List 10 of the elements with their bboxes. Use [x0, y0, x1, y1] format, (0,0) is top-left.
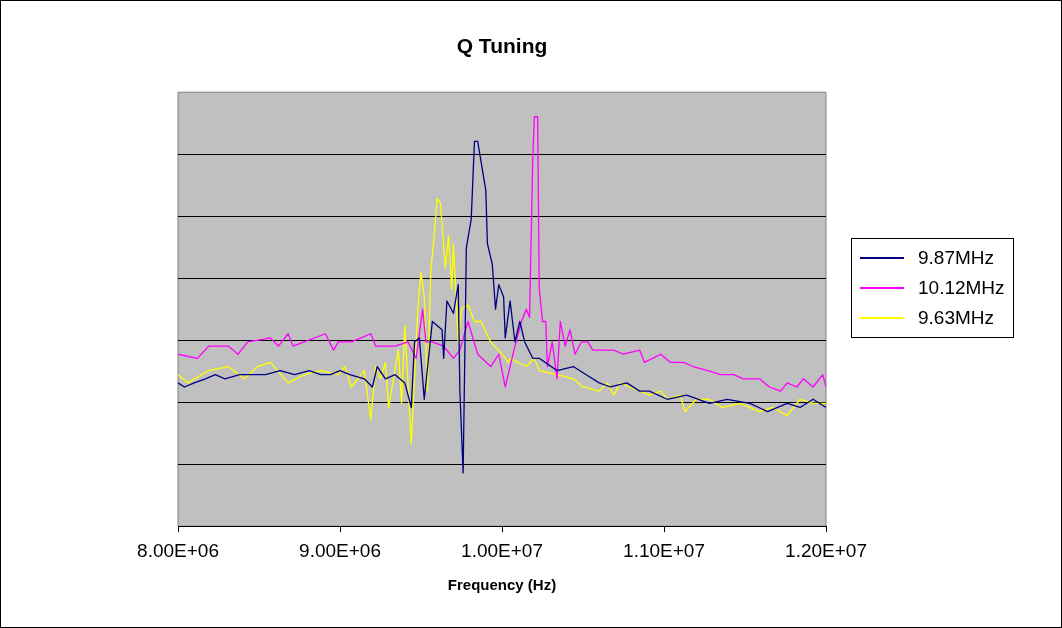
x-tick-label: 8.00E+06: [137, 539, 219, 561]
legend-label: 10.12MHz: [918, 277, 1005, 299]
x-tick-label: 1.00E+07: [461, 539, 543, 561]
x-tick-label: 9.00E+06: [299, 539, 381, 561]
legend-label: 9.63MHz: [918, 307, 995, 329]
x-tick-label: 1.20E+07: [785, 539, 867, 561]
x-axis-title: Frequency (Hz): [447, 576, 557, 594]
legend-label: 9.87MHz: [918, 247, 995, 269]
chart-title: Q Tuning: [456, 34, 548, 58]
x-tick-label: 1.10E+07: [623, 539, 705, 561]
